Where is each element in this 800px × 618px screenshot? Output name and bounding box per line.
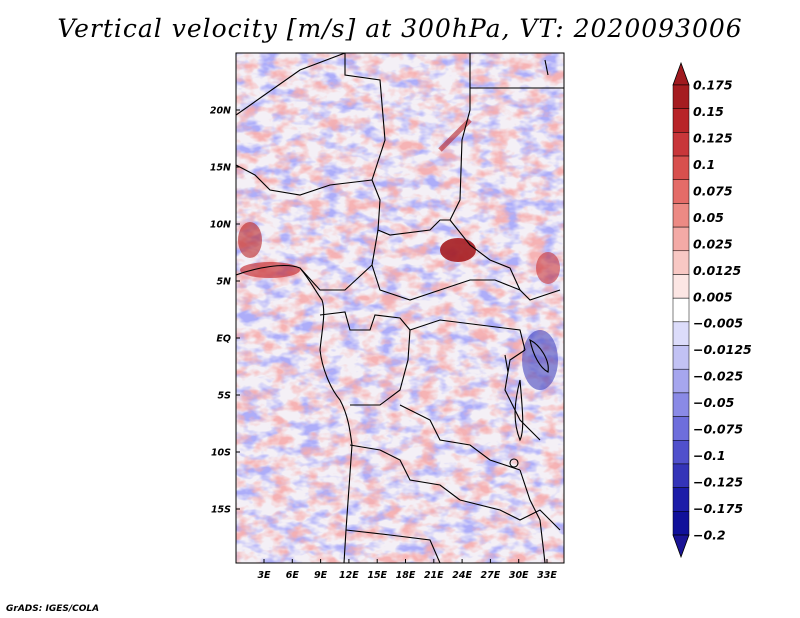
map-frame: [235, 52, 565, 564]
latitude-axis: 20N 15N 10N 5N EQ 5S 10S 15S: [210, 106, 240, 516]
colorbar-top-arrow: [672, 61, 690, 86]
updraft-streak-north: [438, 118, 472, 152]
colorbar-label: 0.025: [693, 236, 733, 251]
updraft-coast: [238, 222, 262, 258]
lat-label-15n: 15N: [210, 163, 231, 174]
colorbar-band: [672, 132, 690, 157]
colorbar-label: 0.0125: [693, 263, 742, 278]
colorbar-label: 0.005: [693, 289, 733, 304]
colorbar-band: [672, 368, 690, 394]
lat-label-5s: 5S: [218, 391, 232, 402]
colorbar-label: 0.15: [693, 104, 724, 119]
longitude-axis: 3E 6E 9E 12E 15E 18E 21E 24E 27E 30E 33E: [257, 559, 557, 581]
colorbar-label: 0.05: [693, 210, 724, 225]
lon-label-24e: 24E: [452, 570, 472, 581]
colorbar-label: 0.125: [693, 130, 733, 145]
lon-label-27e: 27E: [481, 570, 501, 581]
colorbar-band: [672, 440, 690, 465]
colorbar-band: [672, 487, 690, 512]
colorbar-band: [672, 274, 690, 299]
colorbar-band: [672, 511, 690, 536]
grads-credit: GrADS: IGES/COLA: [6, 604, 100, 614]
colorbar-band: [672, 321, 690, 346]
lat-label-10n: 10N: [210, 220, 231, 231]
lat-label-15s: 15S: [211, 505, 231, 516]
colorbar-band: [672, 392, 690, 417]
colorbar-band: [672, 345, 690, 370]
colorbar-label: −0.05: [693, 395, 735, 410]
colorbar-label: −0.0125: [693, 342, 752, 357]
colorbar-band: [672, 250, 690, 275]
colorbar-band: [672, 84, 690, 109]
colorbar-label: 0.1: [693, 157, 715, 172]
lon-label-30e: 30E: [509, 570, 529, 581]
colorbar-band: [672, 463, 690, 488]
colorbar-label: −0.2: [693, 528, 726, 543]
colorbar: 0.175 0.15 0.125 0.1 0.075 0.05 0.025 0.0125 0.0…: [672, 61, 752, 559]
lat-label-20n: 20N: [210, 106, 231, 117]
map-boundaries: [236, 53, 564, 563]
colorbar-label: −0.025: [693, 369, 743, 384]
lat-label-5n: 5N: [216, 277, 231, 288]
updraft-band-west: [240, 262, 300, 278]
updraft-east: [536, 252, 560, 284]
colorbar-band: [672, 108, 690, 133]
colorbar-band: [672, 179, 690, 204]
colorbar-band: [672, 297, 690, 323]
colorbar-label: −0.1: [693, 448, 726, 463]
colorbar-label: −0.075: [693, 422, 743, 437]
figure-title: Vertical velocity [m/s] at 300hPa, VT: 2…: [57, 14, 743, 43]
lon-label-12e: 12E: [339, 570, 359, 581]
lon-label-6e: 6E: [286, 570, 300, 581]
colorbar-band: [672, 416, 690, 441]
colorbar-label: 0.075: [693, 183, 733, 198]
lon-label-15e: 15E: [367, 570, 387, 581]
velocity-field: [236, 53, 564, 563]
lon-label-18e: 18E: [396, 570, 416, 581]
colorbar-bottom-arrow: [672, 534, 690, 559]
colorbar-band: [672, 226, 690, 252]
lat-label-eq: EQ: [216, 334, 231, 345]
colorbar-label: −0.125: [693, 475, 743, 490]
lat-label-10s: 10S: [211, 448, 231, 459]
lon-label-3e: 3E: [257, 570, 271, 581]
colorbar-label: 0.175: [693, 78, 733, 93]
strong-updraft-patch: [440, 238, 476, 262]
lon-label-33e: 33E: [537, 570, 557, 581]
downdraft-east: [522, 330, 558, 390]
lon-label-9e: 9E: [314, 570, 328, 581]
lon-label-21e: 21E: [424, 570, 444, 581]
colorbar-label: −0.175: [693, 501, 743, 516]
colorbar-band: [672, 203, 690, 228]
colorbar-band: [672, 155, 690, 180]
colorbar-label: −0.005: [693, 316, 743, 331]
